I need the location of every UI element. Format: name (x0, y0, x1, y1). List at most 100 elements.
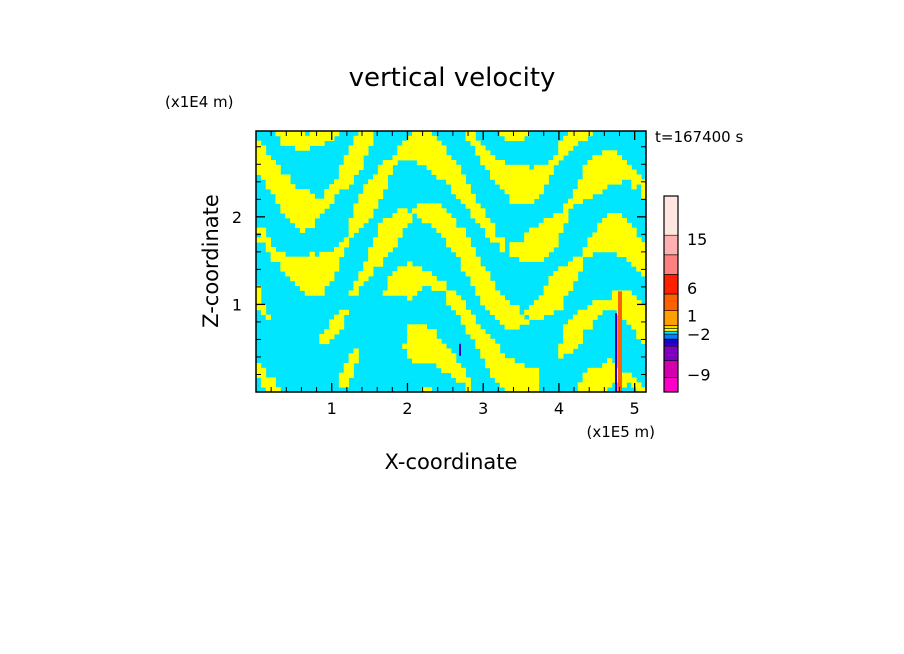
updraft-cell (290, 184, 296, 190)
updraft-cell (538, 309, 545, 316)
updraft-cell (490, 227, 496, 233)
updraft-cell (543, 300, 549, 306)
updraft-cell (348, 145, 354, 151)
updraft-cell (524, 377, 530, 383)
updraft-cell (416, 276, 423, 282)
updraft-cell (490, 160, 496, 166)
updraft-cell (465, 184, 471, 190)
updraft-cell (334, 319, 340, 325)
updraft-cell (514, 314, 520, 320)
updraft-cell (329, 334, 335, 340)
updraft-cell (607, 363, 613, 369)
updraft-cell (387, 276, 393, 282)
updraft-cell (421, 348, 428, 354)
updraft-cell (290, 135, 296, 142)
updraft-cell (265, 314, 272, 320)
updraft-cell (485, 271, 491, 277)
updraft-cell (431, 348, 437, 354)
updraft-cell (265, 242, 272, 248)
updraft-cell (631, 314, 637, 320)
updraft-cell (402, 140, 408, 146)
updraft-cell (641, 305, 646, 311)
updraft-cell (368, 179, 374, 185)
updraft-cell (426, 343, 432, 349)
updraft-cell (485, 160, 491, 166)
updraft-cell (490, 169, 496, 175)
updraft-cell (309, 131, 315, 137)
updraft-cell (524, 242, 530, 248)
updraft-cell (494, 179, 501, 185)
updraft-cell (290, 276, 296, 282)
updraft-cell (621, 382, 627, 388)
updraft-cell (499, 174, 506, 180)
updraft-cell (582, 169, 588, 175)
updraft-cell (343, 372, 350, 378)
updraft-cell (412, 348, 418, 354)
updraft-cell (548, 232, 554, 238)
updraft-cell (621, 242, 627, 248)
updraft-cell (499, 179, 506, 185)
updraft-cell (494, 305, 501, 311)
updraft-cell (572, 324, 579, 330)
updraft-cell (499, 300, 506, 306)
updraft-cell (553, 276, 559, 282)
updraft-cell (314, 213, 320, 219)
updraft-cell (631, 261, 637, 267)
updraft-cell (577, 338, 584, 345)
updraft-cell (421, 338, 428, 345)
updraft-cell (514, 131, 520, 137)
updraft-cell (641, 247, 646, 253)
updraft-cell (412, 135, 418, 142)
updraft-cell (533, 305, 540, 311)
updraft-cell (451, 160, 457, 166)
updraft-cell (314, 285, 320, 291)
updraft-cell (607, 372, 613, 378)
updraft-cell (494, 367, 501, 374)
updraft-cell (387, 285, 393, 291)
updraft-cell (416, 324, 423, 330)
updraft-cell (426, 155, 432, 161)
updraft-cell (416, 338, 423, 345)
updraft-cell (285, 189, 291, 195)
updraft-cell (529, 387, 535, 392)
updraft-cell (309, 135, 315, 142)
updraft-cell (524, 256, 530, 262)
updraft-cell (426, 213, 432, 219)
updraft-cell (485, 218, 491, 224)
updraft-cell (373, 174, 379, 180)
updraft-cell (421, 150, 428, 156)
updraft-cell (377, 247, 384, 253)
updraft-cell (407, 329, 413, 335)
updraft-cell (524, 367, 530, 374)
updraft-cell (616, 227, 623, 233)
updraft-cell (324, 135, 330, 142)
updraft-cell (626, 242, 632, 248)
updraft-cell (270, 184, 276, 190)
updraft-cell (275, 179, 281, 185)
updraft-cell (577, 184, 584, 190)
updraft-cell (412, 338, 418, 345)
updraft-cell (319, 140, 325, 146)
updraft-cell (285, 198, 291, 204)
updraft-cell (611, 363, 618, 369)
updraft-cell (319, 276, 325, 282)
updraft-cell (582, 309, 588, 316)
updraft-cell (480, 213, 486, 219)
updraft-cell (533, 300, 540, 306)
updraft-cell (548, 300, 554, 306)
updraft-cell (353, 145, 359, 151)
updraft-cell (524, 232, 530, 238)
updraft-cell (538, 184, 545, 190)
updraft-cell (597, 387, 603, 392)
updraft-cell (353, 140, 359, 146)
updraft-cell (499, 382, 506, 388)
updraft-cell (563, 276, 569, 282)
updraft-cell (568, 338, 574, 345)
updraft-cell (299, 189, 306, 195)
updraft-cell (436, 227, 442, 233)
updraft-cell (572, 131, 579, 137)
updraft-cell (592, 164, 598, 171)
colorbar-label: −2 (687, 325, 711, 344)
updraft-cell (568, 343, 574, 349)
updraft-cell (568, 271, 574, 277)
